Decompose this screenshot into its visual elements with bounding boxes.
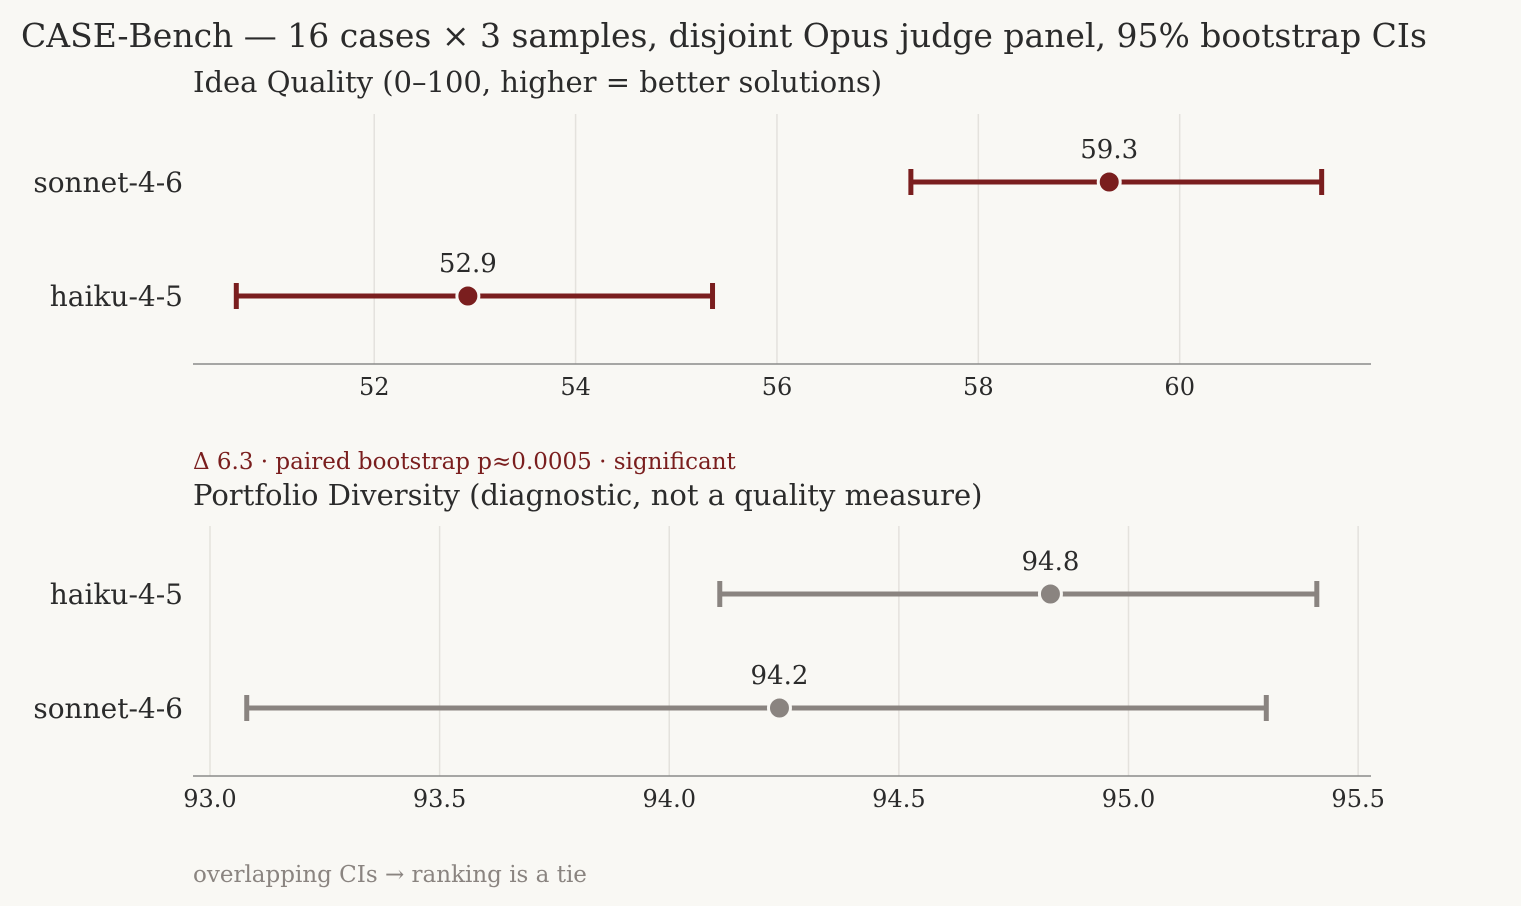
diversity-x-tick-label: 93.5: [413, 785, 466, 813]
quality-x-tick-label: 56: [762, 373, 793, 401]
quality-annotation: Δ 6.3 · paired bootstrap p≈0.0005 · sign…: [193, 449, 737, 475]
diversity-x-tick-label: 94.0: [643, 785, 696, 813]
diversity-point: [766, 695, 792, 721]
quality-value-label: 59.3: [1080, 135, 1138, 165]
quality-x-tick-label: 60: [1164, 373, 1195, 401]
quality-row-label: sonnet-4-6: [33, 166, 183, 199]
diversity-value-label: 94.2: [751, 661, 809, 691]
diversity-row-label: haiku-4-5: [50, 578, 183, 611]
quality-x-tick-label: 54: [560, 373, 591, 401]
diversity-x-tick-label: 94.5: [872, 785, 925, 813]
quality-panel-title: Idea Quality (0–100, higher = better sol…: [193, 65, 882, 99]
suptitle: CASE-Bench — 16 cases × 3 samples, disjo…: [21, 16, 1427, 55]
diversity-row-label: sonnet-4-6: [33, 692, 183, 725]
diversity-value-label: 94.8: [1021, 547, 1079, 577]
portfolio-diversity-panel: Portfolio Diversity (diagnostic, not a q…: [33, 478, 1385, 888]
diversity-point: [1037, 581, 1063, 607]
idea-quality-panel: Idea Quality (0–100, higher = better sol…: [33, 65, 1371, 475]
quality-x-tick-label: 52: [359, 373, 390, 401]
quality-row-label: haiku-4-5: [50, 280, 183, 313]
diversity-annotation: overlapping CIs → ranking is a tie: [193, 862, 587, 888]
diversity-x-tick-label: 95.0: [1102, 785, 1155, 813]
diversity-x-tick-label: 93.0: [183, 785, 236, 813]
quality-value-label: 52.9: [439, 249, 497, 279]
diversity-panel-title: Portfolio Diversity (diagnostic, not a q…: [193, 478, 982, 512]
quality-point: [1096, 169, 1122, 195]
quality-point: [455, 283, 481, 309]
quality-x-tick-label: 58: [963, 373, 994, 401]
diversity-x-tick-label: 95.5: [1331, 785, 1384, 813]
